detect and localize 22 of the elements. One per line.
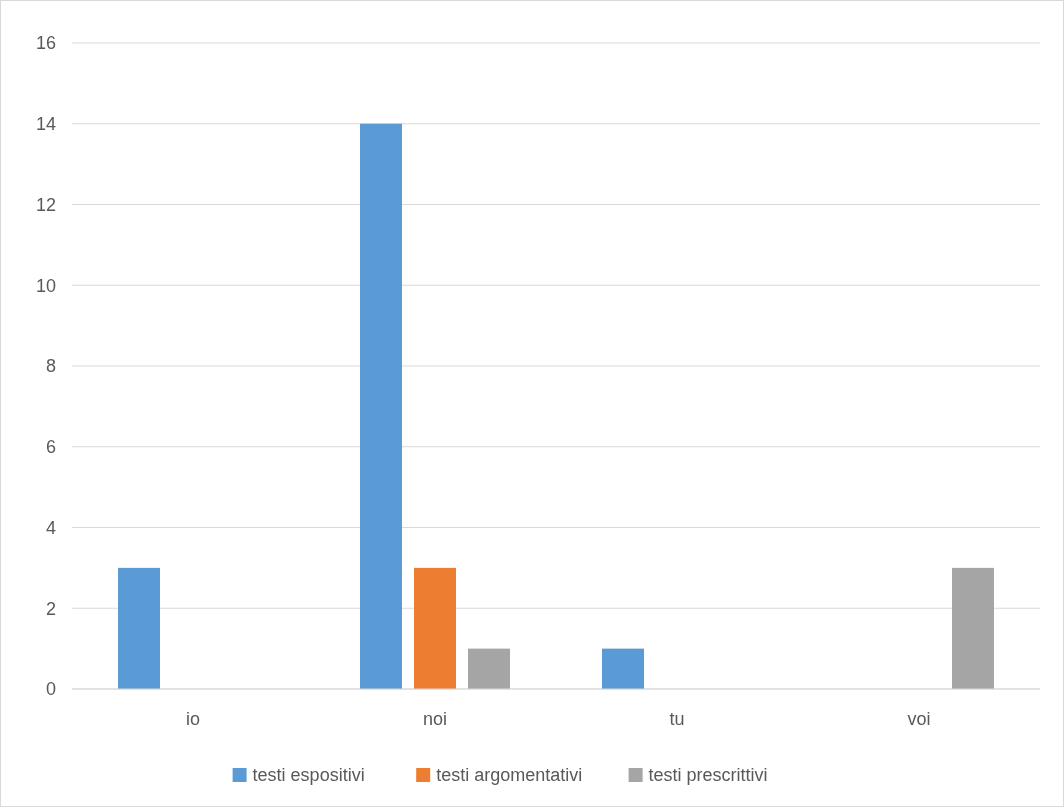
y-tick-label: 6 [45,437,56,458]
legend-label: testi argomentativi [436,765,583,786]
y-tick-label: 10 [35,275,56,296]
bar [118,567,160,689]
bar [468,648,510,689]
y-tick-label: 14 [35,114,56,135]
legend-label: testi espositivi [252,765,365,786]
bar [602,648,644,689]
bar [414,567,456,689]
legend-label: testi prescrittivi [648,765,768,786]
y-tick-label: 4 [45,517,56,538]
y-tick-label: 8 [45,356,56,377]
bar [360,123,402,689]
y-tick-label: 0 [45,679,56,700]
x-tick-label: io [185,709,201,729]
y-tick-label: 2 [45,598,56,619]
x-tick-label: voi [907,709,931,729]
x-tick-label: noi [422,709,448,729]
x-tick-label: tu [669,709,685,729]
y-tick-label: 12 [35,194,56,215]
y-tick-label: 16 [35,33,56,54]
bar [952,567,994,689]
